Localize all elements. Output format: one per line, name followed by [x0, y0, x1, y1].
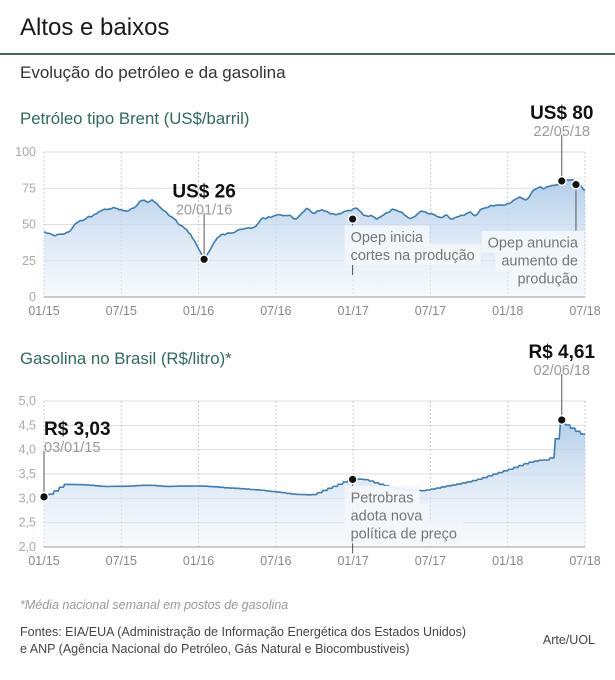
svg-text:2,5: 2,5 — [19, 516, 36, 530]
svg-text:3,5: 3,5 — [19, 467, 36, 481]
svg-text:2,0: 2,0 — [19, 540, 36, 554]
svg-text:02/06/18: 02/06/18 — [534, 363, 590, 379]
svg-text:07/18: 07/18 — [569, 554, 600, 568]
svg-text:01/15: 01/15 — [28, 554, 59, 568]
svg-text:01/17: 01/17 — [337, 304, 368, 318]
svg-text:50: 50 — [22, 218, 36, 232]
svg-text:01/15: 01/15 — [28, 304, 59, 318]
svg-text:03/01/15: 03/01/15 — [44, 440, 100, 456]
svg-text:Opep anuncia: Opep anuncia — [488, 236, 579, 252]
svg-text:01/16: 01/16 — [183, 304, 214, 318]
svg-text:5,0: 5,0 — [19, 394, 36, 408]
svg-text:07/16: 07/16 — [260, 554, 291, 568]
svg-text:R$ 3,03: R$ 3,03 — [44, 419, 111, 440]
svg-text:07/18: 07/18 — [569, 304, 600, 318]
svg-text:07/17: 07/17 — [415, 304, 446, 318]
svg-text:Opep inicia: Opep inicia — [351, 230, 424, 246]
svg-text:4,5: 4,5 — [19, 418, 36, 432]
svg-text:Petrobras: Petrobras — [351, 490, 414, 506]
svg-text:US$ 80: US$ 80 — [530, 103, 593, 124]
svg-text:aumento de: aumento de — [501, 254, 578, 270]
svg-text:01/17: 01/17 — [337, 554, 368, 568]
svg-text:22/05/18: 22/05/18 — [534, 124, 590, 140]
svg-text:cortes na produção: cortes na produção — [351, 248, 475, 264]
svg-text:07/17: 07/17 — [415, 554, 446, 568]
svg-text:3,0: 3,0 — [19, 491, 36, 505]
svg-text:01/18: 01/18 — [492, 304, 523, 318]
svg-text:75: 75 — [22, 181, 36, 195]
svg-text:US$ 26: US$ 26 — [172, 181, 235, 202]
svg-text:produção: produção — [517, 272, 577, 288]
svg-text:adota nova: adota nova — [351, 508, 424, 524]
svg-text:01/18: 01/18 — [492, 554, 523, 568]
svg-text:20/01/16: 20/01/16 — [176, 202, 232, 218]
svg-text:07/16: 07/16 — [260, 304, 291, 318]
svg-text:100: 100 — [15, 145, 36, 159]
svg-text:25: 25 — [22, 254, 36, 268]
svg-text:07/15: 07/15 — [106, 304, 137, 318]
svg-text:01/16: 01/16 — [183, 554, 214, 568]
svg-text:4,0: 4,0 — [19, 443, 36, 457]
svg-text:07/15: 07/15 — [106, 554, 137, 568]
svg-text:política de preço: política de preço — [351, 526, 457, 542]
svg-text:R$ 4,61: R$ 4,61 — [528, 342, 595, 363]
svg-text:0: 0 — [29, 290, 36, 304]
